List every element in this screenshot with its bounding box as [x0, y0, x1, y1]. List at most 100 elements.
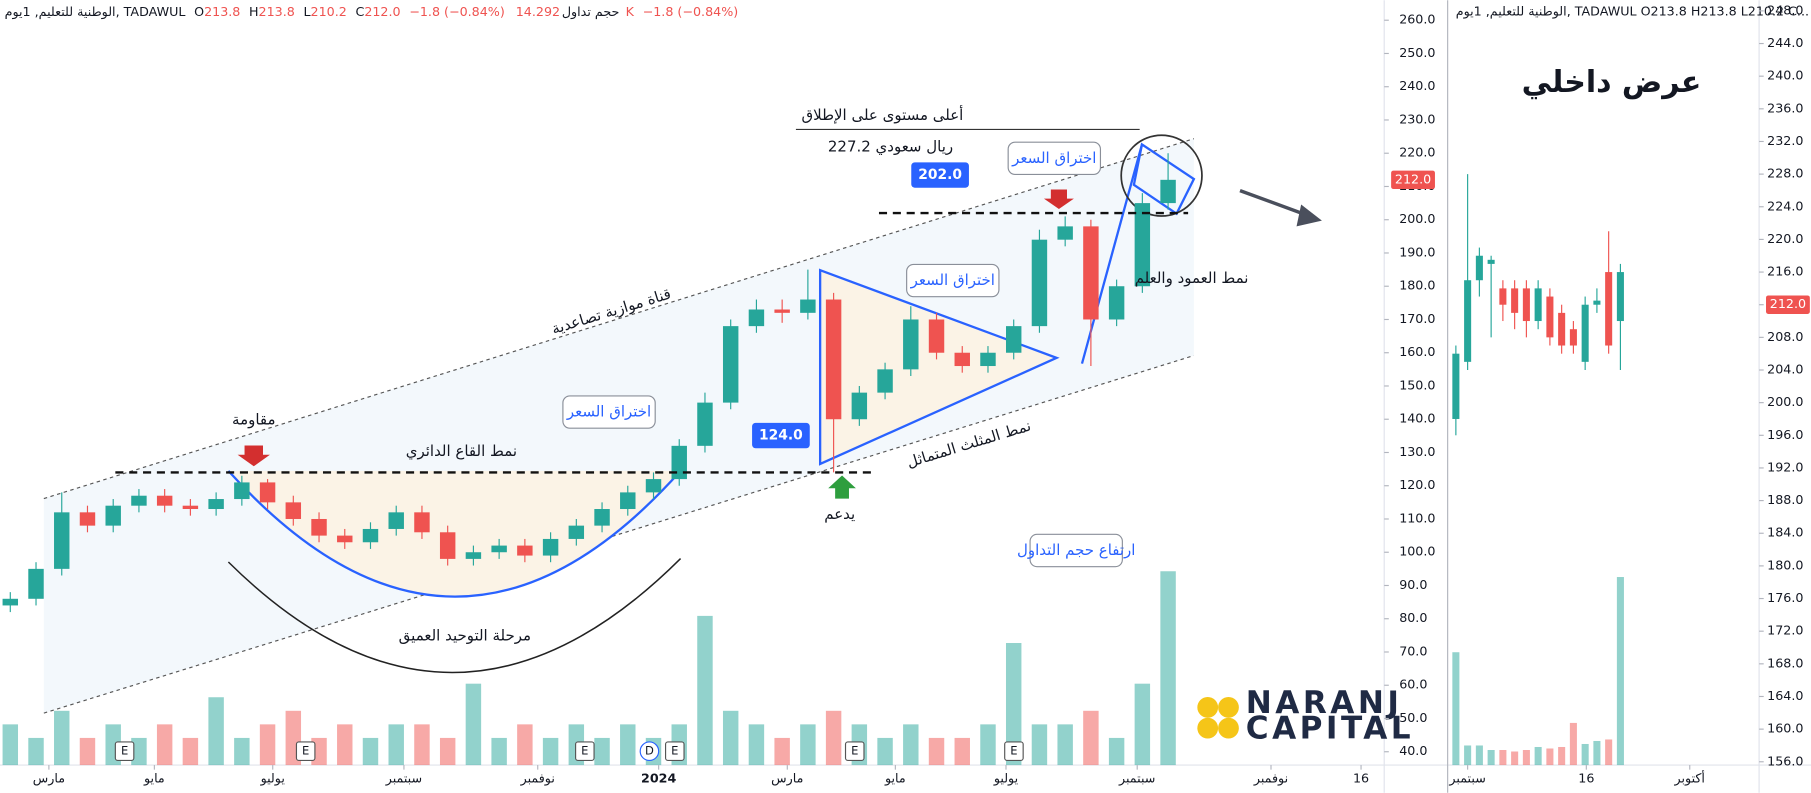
candle-body — [671, 445, 687, 480]
volume-bar — [439, 737, 456, 766]
candle-body — [388, 512, 404, 529]
x-tick-label: نوفمبر — [1253, 770, 1288, 786]
annotation: ارتفاع حجم التداول — [1017, 541, 1136, 559]
event-label: E — [1010, 744, 1017, 758]
y-tick-label: 40.0 — [1399, 743, 1427, 758]
y-tick-label: 200.0 — [1767, 394, 1803, 409]
event-label: D — [645, 744, 654, 758]
support-arrow — [828, 475, 856, 499]
y-tick-label: 196.0 — [1767, 427, 1803, 442]
candle-body — [1031, 239, 1048, 327]
y-tick-label: 150.0 — [1399, 377, 1435, 392]
volume-bar — [465, 683, 482, 766]
y-tick-label: 192.0 — [1767, 459, 1803, 474]
field-value: 213.8 — [204, 3, 240, 18]
flag-pole — [1080, 144, 1144, 364]
event-marker — [639, 741, 660, 762]
candle-body — [1083, 226, 1099, 320]
y-tick-label: 50.0 — [1399, 710, 1427, 725]
candle-body — [980, 352, 996, 367]
annotation: نمط العمود والعلم — [1135, 269, 1249, 287]
annotation: مرحلة التوحيد العميق — [399, 626, 531, 644]
candle-body — [105, 505, 121, 526]
volume-bar — [1452, 652, 1460, 766]
candle-body — [1005, 326, 1022, 353]
y-tick-label: 164.0 — [1767, 688, 1803, 703]
candle-body — [362, 528, 379, 543]
candle-body — [182, 505, 199, 510]
y-tick-label: 204.0 — [1767, 362, 1803, 377]
volume-bar — [1522, 750, 1530, 766]
volume-bar — [594, 737, 610, 766]
resistance-arrow — [237, 445, 270, 467]
annotation: مقاومة — [232, 411, 275, 429]
annotation: يدعم — [824, 505, 855, 523]
volume-bar — [337, 724, 353, 766]
volume-bar — [1134, 683, 1151, 766]
volume-bar — [825, 710, 842, 766]
candle-body — [208, 499, 224, 510]
callout-box — [1007, 141, 1102, 176]
y-tick-label: 250.0 — [1399, 45, 1435, 60]
volume-layer — [2, 571, 1624, 766]
candle-body — [1522, 288, 1530, 322]
channel-lower — [43, 354, 1195, 714]
candle-body — [722, 326, 739, 403]
volume-bar — [1005, 643, 1022, 766]
volume-bar — [1487, 750, 1495, 766]
candle-body — [928, 319, 945, 353]
y-tick-label: 180.0 — [1767, 557, 1803, 572]
y-tick-label: 236.0 — [1767, 100, 1803, 115]
level-tag — [752, 422, 810, 449]
event-marker — [1004, 741, 1024, 762]
y-tick-label: 190.0 — [1399, 244, 1435, 259]
field-key: O — [194, 3, 204, 18]
candle-body — [1487, 259, 1495, 264]
y-tick-label: 120.0 — [1399, 477, 1435, 492]
y-tick-label: 180.0 — [1399, 278, 1435, 293]
last-price-label: 212.0 — [1770, 296, 1806, 311]
volume-bar — [1569, 722, 1577, 766]
annotation: اختراق السعر — [1011, 149, 1096, 167]
candle-body — [800, 299, 816, 313]
y-tick-label: 220.0 — [1399, 145, 1435, 160]
volume-bar — [156, 724, 173, 766]
candle-body — [697, 402, 713, 446]
candle-body — [1581, 304, 1589, 362]
y-tick-label: 160.0 — [1767, 721, 1803, 736]
field-value: 210.2 — [311, 3, 347, 18]
logo-line1: NARANJ — [1246, 685, 1403, 721]
symbol: الوطنية للتعليم, 1يوم, TADAWUL — [5, 3, 186, 19]
last-price-label: 212.0 — [1395, 171, 1431, 186]
candle-body — [748, 309, 765, 327]
x-tick-label: يوليو — [993, 770, 1019, 786]
y-tick-label: 188.0 — [1767, 492, 1803, 507]
volume-label: حجم تداول — [562, 3, 620, 19]
y-tick-label: 110.0 — [1399, 510, 1435, 525]
volume-bar — [362, 737, 379, 766]
volume-bar — [208, 697, 224, 766]
volume-bar — [928, 737, 945, 766]
candle-body — [1593, 300, 1601, 305]
volume-bar — [954, 737, 970, 766]
candle-body — [131, 495, 147, 506]
x-tick-label: سبتمبر — [1118, 770, 1155, 786]
volume-bar — [1057, 724, 1073, 766]
x-tick-label: مارس — [33, 770, 65, 786]
volume-bar — [1511, 751, 1519, 766]
candle-body — [311, 518, 327, 536]
logo: NARANJ CAPITAL — [1197, 685, 1411, 746]
field-key: L — [303, 3, 310, 18]
candle-body — [259, 482, 276, 503]
volume-bar — [1605, 739, 1613, 766]
volume-bar — [259, 724, 276, 766]
consolidation-arc — [227, 558, 682, 674]
volume-bar — [903, 724, 919, 766]
y-tick-label: 232.0 — [1767, 133, 1803, 148]
volume-bar — [388, 724, 404, 766]
x-tick-label: سبتمبر — [385, 770, 422, 786]
y-tick-label: 176.0 — [1767, 590, 1803, 605]
annotation: أعلى مستوى على الإطلاق — [802, 105, 964, 124]
volume-bar — [182, 737, 199, 766]
